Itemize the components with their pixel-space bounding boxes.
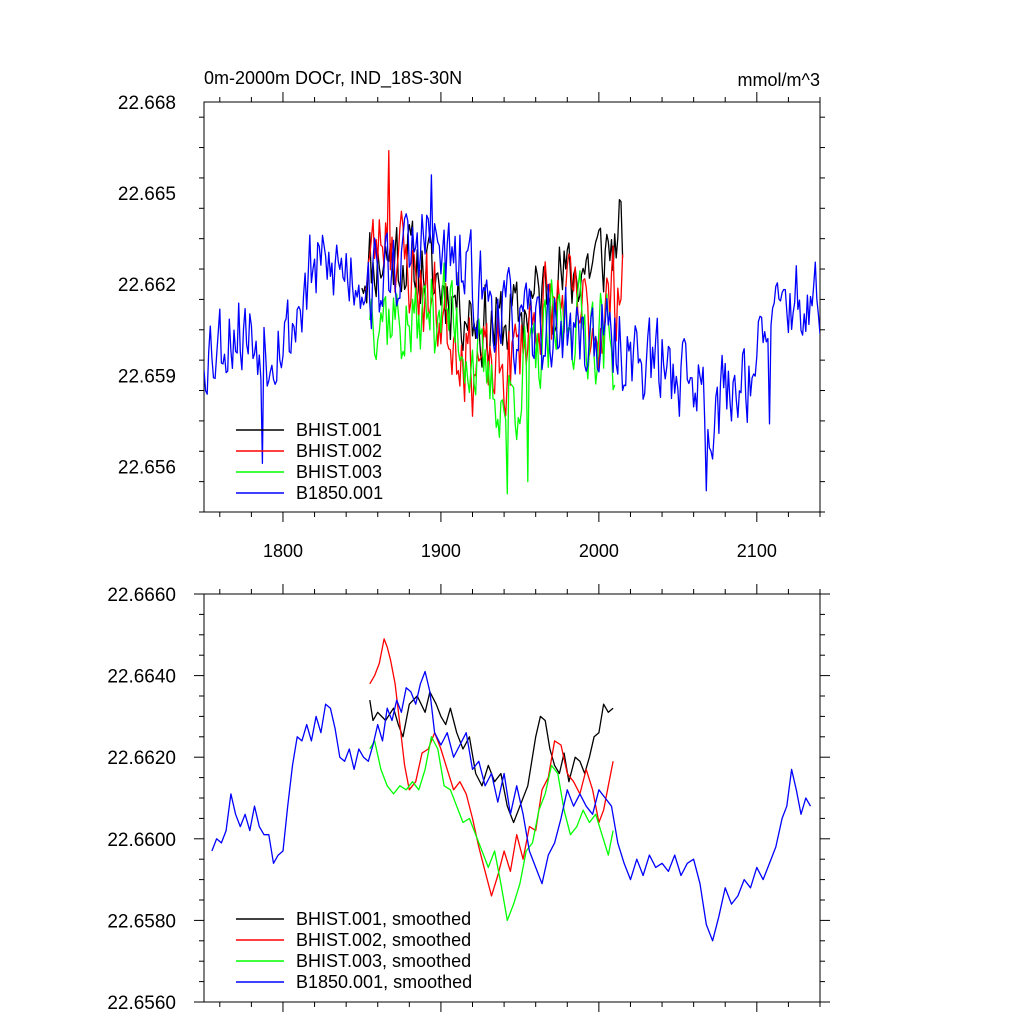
y-tick-label: 22.6660 — [107, 585, 176, 606]
legend-label: BHIST.002 — [296, 441, 382, 461]
series-line-bhist.003 — [369, 736, 614, 922]
series-line-b1850.001 — [211, 670, 812, 942]
y-tick-label: 22.6600 — [107, 830, 176, 851]
units-label: mmol/m^3 — [738, 70, 820, 90]
y-tick-label: 22.6560 — [107, 993, 176, 1014]
series-line-b1850.001 — [204, 174, 820, 492]
x-tick-label: 1800 — [263, 541, 303, 561]
series-line-bhist.002 — [369, 638, 614, 897]
series-line-bhist.001 — [369, 691, 614, 824]
legend-label: BHIST.001 — [296, 420, 382, 440]
y-tick-label: 22.659 — [118, 366, 176, 387]
y-tick-label: 22.662 — [118, 275, 176, 296]
legend-label: B1850.001 — [296, 483, 383, 503]
y-tick-label: 22.665 — [118, 184, 176, 205]
legend-label: BHIST.002, smoothed — [296, 930, 471, 950]
top-panel: 1800 1900 2000 2100 22.656 22.659 22.662 22.665… — [118, 92, 825, 561]
legend-label: BHIST.001, smoothed — [296, 909, 471, 929]
x-tick-label: 1900 — [421, 541, 461, 561]
y-tick-label: 22.6620 — [107, 748, 176, 769]
legend-label: BHIST.003, smoothed — [296, 951, 471, 971]
y-tick-label: 22.6640 — [107, 667, 176, 688]
x-tick-label: 2000 — [579, 541, 619, 561]
x-tick-label: 2100 — [737, 541, 777, 561]
y-tick-label: 22.668 — [118, 93, 176, 114]
plot-frame — [203, 101, 821, 513]
y-tick-label: 22.656 — [118, 457, 176, 478]
bottom-panel: 22.6560 22.6580 22.6600 22.6620 22.6640 22.66… — [107, 584, 830, 1014]
legend-label: BHIST.003 — [296, 462, 382, 482]
legend-label: B1850.001, smoothed — [296, 972, 472, 992]
series-line-bhist.003 — [369, 262, 616, 495]
y-tick-label: 22.6580 — [107, 911, 176, 932]
chart-title: 0m-2000m DOCr, IND_18S-30N — [204, 68, 462, 89]
series-line-bhist.002 — [364, 149, 624, 417]
